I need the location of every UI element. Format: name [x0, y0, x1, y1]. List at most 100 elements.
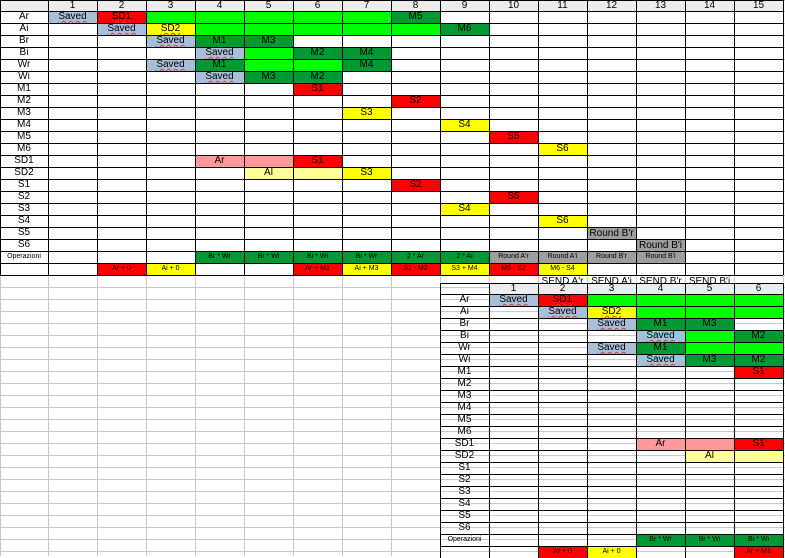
- grid-cell[interactable]: Round B'r: [587, 251, 636, 263]
- grid-cell[interactable]: [146, 11, 195, 23]
- column-header[interactable]: 6: [755, 283, 762, 294]
- grid-cell[interactable]: M2: [293, 71, 342, 83]
- grid-cell[interactable]: Bi * Wi: [734, 534, 783, 546]
- column-header[interactable]: 2: [118, 0, 125, 11]
- grid-cell[interactable]: [244, 59, 293, 71]
- grid-cell[interactable]: S1 - M2: [391, 263, 440, 275]
- grid-cell[interactable]: [244, 47, 293, 59]
- column-header[interactable]: 12: [605, 0, 618, 11]
- grid-cell[interactable]: SD2: [146, 23, 195, 35]
- grid-cell[interactable]: Saved: [146, 35, 195, 47]
- grid-cell[interactable]: S6: [538, 143, 587, 155]
- grid-cell[interactable]: Round B'r: [587, 227, 636, 239]
- grid-cell[interactable]: M6: [440, 23, 489, 35]
- grid-cell[interactable]: [293, 59, 342, 71]
- column-header[interactable]: 9: [461, 0, 468, 11]
- column-header[interactable]: 5: [706, 283, 713, 294]
- grid-cell[interactable]: [685, 294, 734, 306]
- grid-cell[interactable]: S3: [342, 167, 391, 179]
- grid-cell[interactable]: SEND A'i: [591, 276, 632, 287]
- column-header[interactable]: 13: [654, 0, 667, 11]
- grid-cell[interactable]: S1: [734, 366, 783, 378]
- grid-cell[interactable]: [244, 155, 293, 167]
- grid-cell[interactable]: M2: [734, 354, 783, 366]
- grid-cell[interactable]: M3: [244, 35, 293, 47]
- grid-cell[interactable]: [734, 294, 783, 306]
- grid-cell[interactable]: [293, 167, 342, 179]
- grid-cell[interactable]: Al: [685, 450, 734, 462]
- grid-cell[interactable]: [734, 450, 783, 462]
- grid-cell[interactable]: SEND B'i: [688, 276, 731, 287]
- grid-cell[interactable]: SEND B'r: [639, 276, 682, 287]
- grid-cell[interactable]: M1: [636, 318, 685, 330]
- grid-cell[interactable]: Saved: [636, 354, 685, 366]
- column-header[interactable]: 7: [363, 0, 370, 11]
- grid-cell[interactable]: Saved: [636, 330, 685, 342]
- grid-cell[interactable]: [636, 306, 685, 318]
- column-header[interactable]: 3: [167, 0, 174, 11]
- column-header[interactable]: 5: [265, 0, 272, 11]
- grid-cell[interactable]: Saved: [195, 71, 244, 83]
- grid-cell[interactable]: Round A'i: [538, 251, 587, 263]
- grid-cell[interactable]: M4: [342, 47, 391, 59]
- grid-cell[interactable]: M1: [195, 35, 244, 47]
- grid-cell[interactable]: Saved: [195, 47, 244, 59]
- grid-cell[interactable]: [195, 11, 244, 23]
- grid-cell[interactable]: Round B'i: [636, 251, 685, 263]
- column-header[interactable]: 8: [412, 0, 419, 11]
- grid-cell[interactable]: [244, 23, 293, 35]
- grid-cell[interactable]: Ar: [636, 438, 685, 450]
- grid-cell[interactable]: M5: [391, 11, 440, 23]
- grid-cell[interactable]: Saved: [146, 59, 195, 71]
- grid-cell[interactable]: Saved: [587, 318, 636, 330]
- grid-cell[interactable]: M5 - S2: [489, 263, 538, 275]
- grid-cell[interactable]: S1: [293, 83, 342, 95]
- grid-cell[interactable]: [685, 306, 734, 318]
- column-header[interactable]: 15: [752, 0, 765, 11]
- grid-cell[interactable]: [244, 11, 293, 23]
- grid-cell[interactable]: [293, 11, 342, 23]
- grid-cell[interactable]: [587, 294, 636, 306]
- column-header[interactable]: 1: [69, 0, 76, 11]
- grid-cell[interactable]: Ar + 0: [538, 546, 587, 558]
- grid-cell[interactable]: S4: [440, 119, 489, 131]
- grid-cell[interactable]: [734, 306, 783, 318]
- grid-cell[interactable]: Ai + 0: [146, 263, 195, 275]
- column-header[interactable]: 2: [559, 283, 566, 294]
- grid-cell[interactable]: Al: [244, 167, 293, 179]
- grid-cell[interactable]: [195, 23, 244, 35]
- grid-cell[interactable]: Saved: [48, 11, 97, 23]
- grid-cell[interactable]: S2: [391, 179, 440, 191]
- grid-cell[interactable]: [391, 23, 440, 35]
- grid-cell[interactable]: M1: [195, 59, 244, 71]
- grid-cell[interactable]: SD1: [97, 11, 146, 23]
- grid-cell[interactable]: Br * Wr: [195, 251, 244, 263]
- column-header[interactable]: 14: [703, 0, 716, 11]
- grid-cell[interactable]: Ai + M3: [342, 263, 391, 275]
- grid-cell[interactable]: S3: [342, 107, 391, 119]
- grid-cell[interactable]: 2 * Ar: [391, 251, 440, 263]
- grid-cell[interactable]: SEND A'r: [541, 276, 584, 287]
- grid-cell[interactable]: Ar + M1: [734, 546, 783, 558]
- grid-cell[interactable]: M3: [685, 354, 734, 366]
- grid-cell[interactable]: Ar + 0: [97, 263, 146, 275]
- grid-cell[interactable]: Ar: [195, 155, 244, 167]
- grid-cell[interactable]: S4: [440, 203, 489, 215]
- grid-cell[interactable]: M3: [244, 71, 293, 83]
- grid-cell[interactable]: M2: [734, 330, 783, 342]
- grid-cell[interactable]: Saved: [97, 23, 146, 35]
- grid-cell[interactable]: S5: [489, 191, 538, 203]
- column-header[interactable]: 4: [216, 0, 223, 11]
- column-header[interactable]: 1: [510, 283, 517, 294]
- grid-cell[interactable]: [293, 23, 342, 35]
- grid-cell[interactable]: M6 - S4: [538, 263, 587, 275]
- grid-cell[interactable]: [342, 11, 391, 23]
- grid-cell[interactable]: [685, 342, 734, 354]
- grid-cell[interactable]: SD1: [538, 294, 587, 306]
- grid-cell[interactable]: [685, 330, 734, 342]
- grid-cell[interactable]: S3 + M4: [440, 263, 489, 275]
- grid-cell[interactable]: M4: [342, 59, 391, 71]
- grid-cell[interactable]: SD2: [587, 306, 636, 318]
- grid-cell[interactable]: [734, 342, 783, 354]
- grid-cell[interactable]: S2: [391, 95, 440, 107]
